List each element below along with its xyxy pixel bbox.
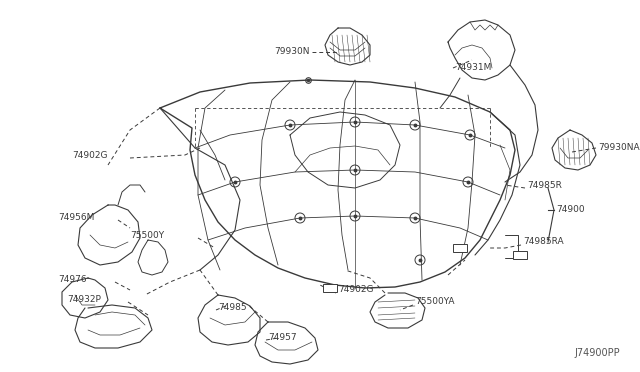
Text: 74931M: 74931M bbox=[455, 64, 492, 73]
Bar bbox=[453, 244, 467, 252]
Text: 74985R: 74985R bbox=[527, 180, 562, 189]
Text: 79930N: 79930N bbox=[275, 48, 310, 57]
Text: 74902G: 74902G bbox=[72, 151, 108, 160]
Text: 74985RA: 74985RA bbox=[523, 237, 564, 247]
Text: 74956M: 74956M bbox=[58, 214, 94, 222]
Bar bbox=[323, 284, 337, 292]
Text: 74976: 74976 bbox=[58, 276, 86, 285]
Text: 75500Y: 75500Y bbox=[130, 231, 164, 240]
Text: 75500YA: 75500YA bbox=[415, 298, 454, 307]
Text: 74985: 74985 bbox=[218, 304, 246, 312]
Text: 79930NA: 79930NA bbox=[598, 144, 639, 153]
Text: 74932P: 74932P bbox=[67, 295, 101, 305]
Text: 74902G: 74902G bbox=[338, 285, 374, 295]
Text: J74900PP: J74900PP bbox=[574, 348, 620, 358]
Text: 74900: 74900 bbox=[556, 205, 584, 215]
Bar bbox=[513, 251, 527, 259]
Text: 74957: 74957 bbox=[268, 334, 296, 343]
